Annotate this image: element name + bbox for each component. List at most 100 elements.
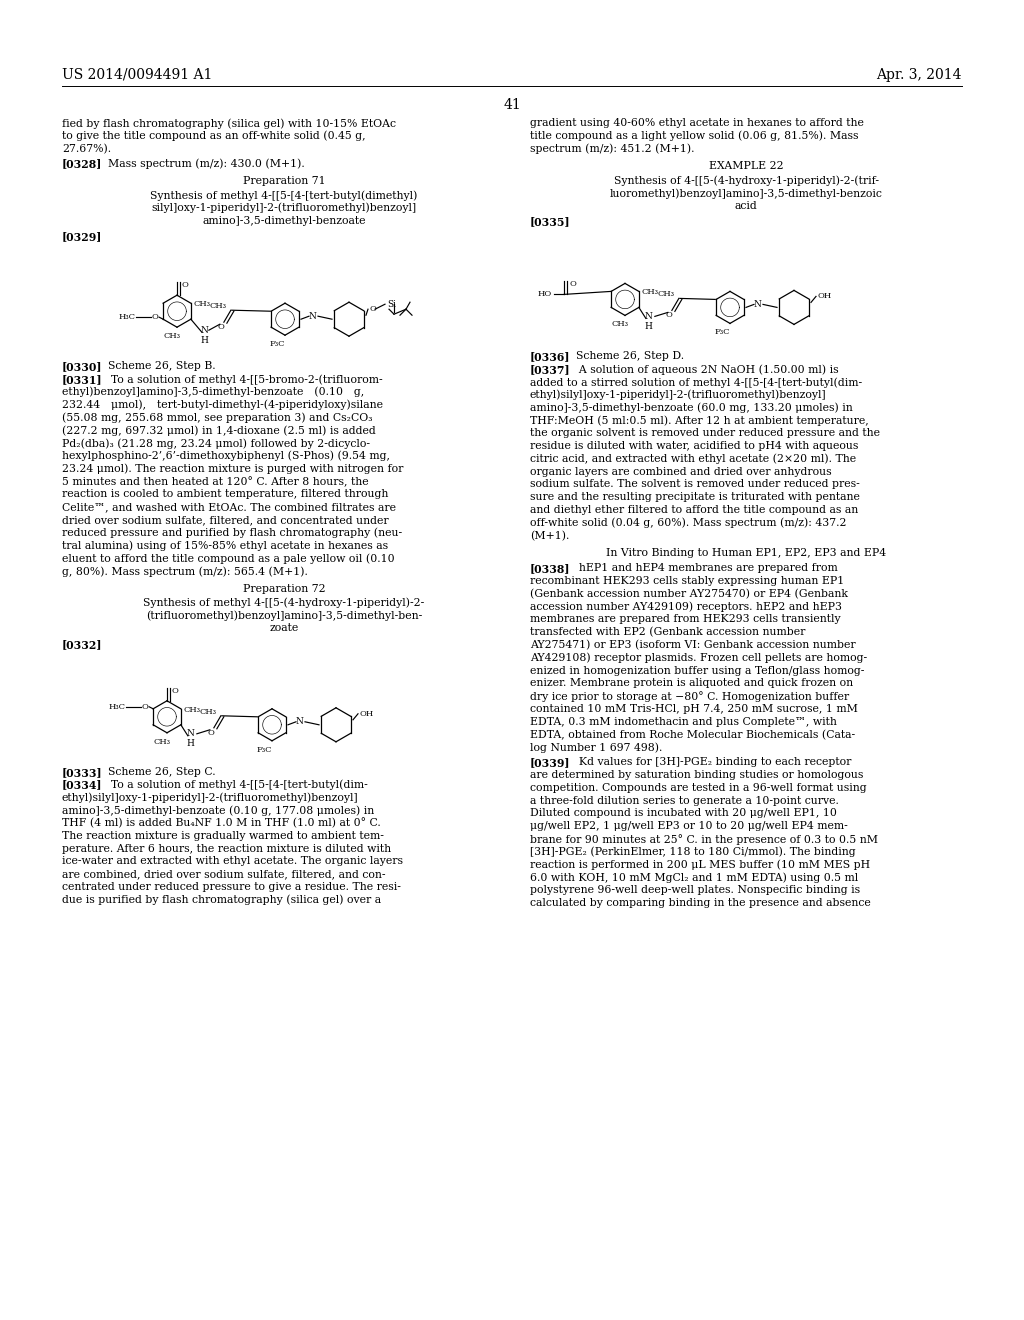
Text: O: O <box>171 686 178 694</box>
Text: Synthesis of methyl 4-[[5-[4-[tert-butyl(dimethyl): Synthesis of methyl 4-[[5-[4-[tert-butyl… <box>151 190 418 201</box>
Text: O: O <box>369 305 376 313</box>
Text: Kd values for [3H]-PGE₂ binding to each receptor: Kd values for [3H]-PGE₂ binding to each … <box>568 758 851 767</box>
Text: (Genbank accession number AY275470) or EP4 (Genbank: (Genbank accession number AY275470) or E… <box>530 589 848 599</box>
Text: HO: HO <box>538 290 552 298</box>
Text: calculated by comparing binding in the presence and absence: calculated by comparing binding in the p… <box>530 898 870 908</box>
Text: reaction is performed in 200 μL MES buffer (10 mM MES pH: reaction is performed in 200 μL MES buff… <box>530 859 870 870</box>
Text: N: N <box>645 312 652 321</box>
Text: Celite™, and washed with EtOAc. The combined filtrates are: Celite™, and washed with EtOAc. The comb… <box>62 502 396 512</box>
Text: dried over sodium sulfate, filtered, and concentrated under: dried over sodium sulfate, filtered, and… <box>62 515 389 525</box>
Text: silyl]oxy-1-piperidyl]-2-(trifluoromethyl)benzoyl]: silyl]oxy-1-piperidyl]-2-(trifluoromethy… <box>152 203 417 214</box>
Text: H₃C: H₃C <box>109 702 125 710</box>
Text: 23.24 μmol). The reaction mixture is purged with nitrogen for: 23.24 μmol). The reaction mixture is pur… <box>62 463 403 474</box>
Text: N: N <box>308 312 316 321</box>
Text: tral alumina) using of 15%-85% ethyl acetate in hexanes as: tral alumina) using of 15%-85% ethyl ace… <box>62 540 388 550</box>
Text: N: N <box>295 717 303 726</box>
Text: Mass spectrum (m/z): 430.0 (M+1).: Mass spectrum (m/z): 430.0 (M+1). <box>108 158 305 169</box>
Text: EDTA, obtained from Roche Molecular Biochemicals (Cata-: EDTA, obtained from Roche Molecular Bioc… <box>530 730 855 741</box>
Text: A solution of aqueous 2N NaOH (1.50.00 ml) is: A solution of aqueous 2N NaOH (1.50.00 m… <box>568 364 839 375</box>
Text: 232.44 μmol), tert-butyl-dimethyl-(4-piperidyloxy)silane: 232.44 μmol), tert-butyl-dimethyl-(4-pip… <box>62 400 383 411</box>
Text: and diethyl ether filtered to afford the title compound as an: and diethyl ether filtered to afford the… <box>530 506 858 515</box>
Text: citric acid, and extracted with ethyl acetate (2×20 ml). The: citric acid, and extracted with ethyl ac… <box>530 454 856 465</box>
Text: THF (4 ml) is added Bu₄NF 1.0 M in THF (1.0 ml) at 0° C.: THF (4 ml) is added Bu₄NF 1.0 M in THF (… <box>62 818 381 829</box>
Text: Scheme 26, Step D.: Scheme 26, Step D. <box>575 351 684 362</box>
Text: [0328]: [0328] <box>62 158 102 169</box>
Text: [0333]: [0333] <box>62 767 102 777</box>
Text: Preparation 71: Preparation 71 <box>243 176 326 186</box>
Text: O: O <box>141 702 148 710</box>
Text: centrated under reduced pressure to give a residue. The resi-: centrated under reduced pressure to give… <box>62 882 400 892</box>
Text: ethyl)silyl]oxy-1-piperidyl]-2-(trifluoromethyl)benzoyl]: ethyl)silyl]oxy-1-piperidyl]-2-(trifluor… <box>530 389 826 400</box>
Text: Scheme 26, Step C.: Scheme 26, Step C. <box>108 767 216 776</box>
Text: [0334]: [0334] <box>62 780 102 791</box>
Text: ethyl)benzoyl]amino]-3,5-dimethyl-benzoate (0.10 g,: ethyl)benzoyl]amino]-3,5-dimethyl-benzoa… <box>62 387 365 397</box>
Text: sodium sulfate. The solvent is removed under reduced pres-: sodium sulfate. The solvent is removed u… <box>530 479 860 490</box>
Text: CH₃: CH₃ <box>611 321 629 329</box>
Text: fied by flash chromatography (silica gel) with 10-15% EtOAc: fied by flash chromatography (silica gel… <box>62 117 396 128</box>
Text: CH₃: CH₃ <box>194 300 211 308</box>
Text: accession number AY429109) receptors. hEP2 and hEP3: accession number AY429109) receptors. hE… <box>530 602 842 612</box>
Text: are combined, dried over sodium sulfate, filtered, and con-: are combined, dried over sodium sulfate,… <box>62 869 385 879</box>
Text: CH₃: CH₃ <box>642 288 658 297</box>
Text: OH: OH <box>818 293 833 301</box>
Text: 6.0 with KOH, 10 mM MgCl₂ and 1 mM EDTA) using 0.5 ml: 6.0 with KOH, 10 mM MgCl₂ and 1 mM EDTA)… <box>530 873 858 883</box>
Text: title compound as a light yellow solid (0.06 g, 81.5%). Mass: title compound as a light yellow solid (… <box>530 131 858 141</box>
Text: Synthesis of methyl 4-[[5-(4-hydroxy-1-piperidyl)-2-: Synthesis of methyl 4-[[5-(4-hydroxy-1-p… <box>143 598 425 609</box>
Text: Diluted compound is incubated with 20 μg/well EP1, 10: Diluted compound is incubated with 20 μg… <box>530 808 837 818</box>
Text: F₃C: F₃C <box>269 341 285 348</box>
Text: off-white solid (0.04 g, 60%). Mass spectrum (m/z): 437.2: off-white solid (0.04 g, 60%). Mass spec… <box>530 517 847 528</box>
Text: CH₃: CH₃ <box>164 333 180 341</box>
Text: hexylphosphino-2’,6’-dimethoxybiphenyl (S-Phos) (9.54 mg,: hexylphosphino-2’,6’-dimethoxybiphenyl (… <box>62 451 390 462</box>
Text: CH₃: CH₃ <box>209 302 226 310</box>
Text: μg/well EP2, 1 μg/well EP3 or 10 to 20 μg/well EP4 mem-: μg/well EP2, 1 μg/well EP3 or 10 to 20 μ… <box>530 821 848 832</box>
Text: competition. Compounds are tested in a 96-well format using: competition. Compounds are tested in a 9… <box>530 783 866 793</box>
Text: enized in homogenization buffer using a Teflon/glass homog-: enized in homogenization buffer using a … <box>530 665 864 676</box>
Text: to give the title compound as an off-white solid (0.45 g,: to give the title compound as an off-whi… <box>62 131 366 141</box>
Text: reaction is cooled to ambient temperature, filtered through: reaction is cooled to ambient temperatur… <box>62 490 388 499</box>
Text: transfected with EP2 (Genbank accession number: transfected with EP2 (Genbank accession … <box>530 627 805 638</box>
Text: are determined by saturation binding studies or homologous: are determined by saturation binding stu… <box>530 770 863 780</box>
Text: due is purified by flash chromatography (silica gel) over a: due is purified by flash chromatography … <box>62 895 381 906</box>
Text: g, 80%). Mass spectrum (m/z): 565.4 (M+1).: g, 80%). Mass spectrum (m/z): 565.4 (M+1… <box>62 566 308 577</box>
Text: N: N <box>753 300 761 309</box>
Text: CH₃: CH₃ <box>184 706 201 714</box>
Text: Preparation 72: Preparation 72 <box>243 583 326 594</box>
Text: EDTA, 0.3 mM indomethacin and plus Complete™, with: EDTA, 0.3 mM indomethacin and plus Compl… <box>530 717 837 727</box>
Text: spectrum (m/z): 451.2 (M+1).: spectrum (m/z): 451.2 (M+1). <box>530 144 694 154</box>
Text: Si: Si <box>387 300 396 309</box>
Text: N: N <box>187 729 195 738</box>
Text: EXAMPLE 22: EXAMPLE 22 <box>709 161 783 172</box>
Text: O: O <box>181 281 187 289</box>
Text: H: H <box>645 322 652 331</box>
Text: amino]-3,5-dimethyl-benzoate (0.10 g, 177.08 μmoles) in: amino]-3,5-dimethyl-benzoate (0.10 g, 17… <box>62 805 374 816</box>
Text: N: N <box>201 326 209 335</box>
Text: contained 10 mM Tris-HCl, pH 7.4, 250 mM sucrose, 1 mM: contained 10 mM Tris-HCl, pH 7.4, 250 mM… <box>530 704 858 714</box>
Text: hEP1 and hEP4 membranes are prepared from: hEP1 and hEP4 membranes are prepared fro… <box>568 564 838 573</box>
Text: zoate: zoate <box>269 623 299 634</box>
Text: O: O <box>569 280 575 288</box>
Text: ethyl)silyl]oxy-1-piperidyl]-2-(trifluoromethyl)benzoyl]: ethyl)silyl]oxy-1-piperidyl]-2-(trifluor… <box>62 792 358 803</box>
Text: CH₃: CH₃ <box>200 708 216 715</box>
Text: O: O <box>218 323 224 331</box>
Text: (227.2 mg, 697.32 μmol) in 1,4-dioxane (2.5 ml) is added: (227.2 mg, 697.32 μmol) in 1,4-dioxane (… <box>62 425 376 436</box>
Text: eluent to afford the title compound as a pale yellow oil (0.10: eluent to afford the title compound as a… <box>62 553 394 564</box>
Text: gradient using 40-60% ethyl acetate in hexanes to afford the: gradient using 40-60% ethyl acetate in h… <box>530 117 864 128</box>
Text: polystyrene 96-well deep-well plates. Nonspecific binding is: polystyrene 96-well deep-well plates. No… <box>530 886 860 895</box>
Text: ice-water and extracted with ethyl acetate. The organic layers: ice-water and extracted with ethyl aceta… <box>62 857 403 866</box>
Text: [0338]: [0338] <box>530 564 570 574</box>
Text: sure and the resulting precipitate is triturated with pentane: sure and the resulting precipitate is tr… <box>530 492 860 502</box>
Text: added to a stirred solution of methyl 4-[[5-[4-[tert-butyl(dim-: added to a stirred solution of methyl 4-… <box>530 378 862 388</box>
Text: F₃C: F₃C <box>715 329 730 337</box>
Text: CH₃: CH₃ <box>154 738 171 746</box>
Text: H₃C: H₃C <box>118 313 135 321</box>
Text: H: H <box>201 335 209 345</box>
Text: organic layers are combined and dried over anhydrous: organic layers are combined and dried ov… <box>530 466 831 477</box>
Text: perature. After 6 hours, the reaction mixture is diluted with: perature. After 6 hours, the reaction mi… <box>62 843 391 854</box>
Text: [0335]: [0335] <box>530 216 570 227</box>
Text: luoromethyl)benzoyl]amino]-3,5-dimethyl-benzoic: luoromethyl)benzoyl]amino]-3,5-dimethyl-… <box>609 187 883 198</box>
Text: AY429108) receptor plasmids. Frozen cell pellets are homog-: AY429108) receptor plasmids. Frozen cell… <box>530 653 867 664</box>
Text: Synthesis of 4-[[5-(4-hydroxy-1-piperidyl)-2-(trif-: Synthesis of 4-[[5-(4-hydroxy-1-piperidy… <box>613 176 879 186</box>
Text: THF:MeOH (5 ml:0.5 ml). After 12 h at ambient temperature,: THF:MeOH (5 ml:0.5 ml). After 12 h at am… <box>530 416 868 426</box>
Text: Scheme 26, Step B.: Scheme 26, Step B. <box>108 362 216 371</box>
Text: In Vitro Binding to Human EP1, EP2, EP3 and EP4: In Vitro Binding to Human EP1, EP2, EP3 … <box>606 548 886 558</box>
